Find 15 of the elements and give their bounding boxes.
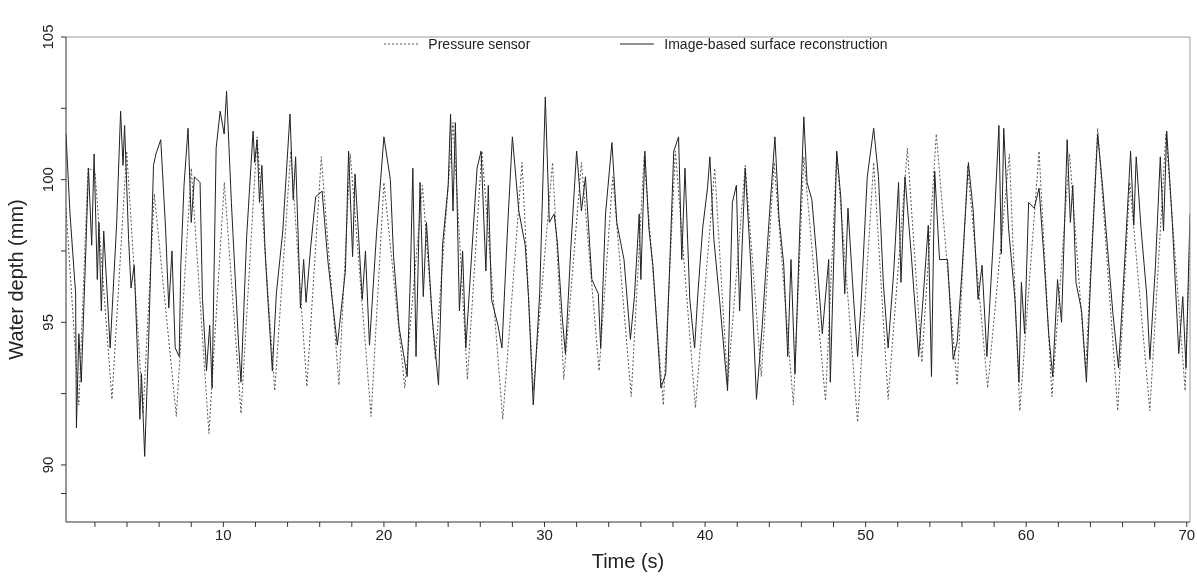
legend-label: Pressure sensor	[428, 36, 531, 52]
y-tick-label: 90	[39, 456, 56, 474]
x-tick-label: 50	[857, 525, 874, 543]
y-tick-label: 100	[39, 167, 56, 193]
x-tick-label: 20	[375, 525, 393, 543]
legend-label: Image-based surface reconstruction	[664, 36, 888, 52]
y-tick-label: 105	[39, 24, 56, 50]
x-tick-label: 40	[696, 525, 714, 543]
y-axis-title: Water depth (mm)	[5, 199, 28, 360]
x-tick-label: 60	[1017, 525, 1035, 543]
x-tick-label: 70	[1178, 525, 1196, 543]
x-tick-label: 30	[536, 525, 553, 543]
x-tick-label: 10	[215, 525, 232, 543]
x-axis-title: Time (s)	[591, 550, 665, 572]
y-tick-label: 95	[39, 313, 56, 331]
